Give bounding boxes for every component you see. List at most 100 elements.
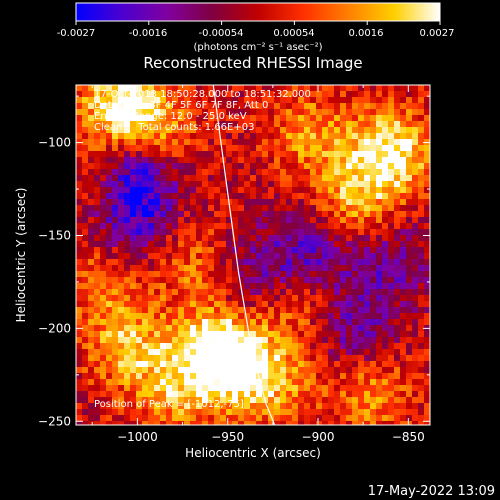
heatmap-cell xyxy=(292,181,299,188)
heatmap-cell xyxy=(142,169,149,176)
heatmap-cell xyxy=(316,103,323,110)
heatmap-cell xyxy=(124,85,131,92)
heatmap-cell xyxy=(352,187,359,194)
heatmap-cell xyxy=(130,91,137,98)
heatmap-cell xyxy=(172,145,179,152)
heatmap-cell xyxy=(214,403,221,410)
heatmap-cell xyxy=(388,289,395,296)
heatmap-cell xyxy=(130,169,137,176)
heatmap-cell xyxy=(220,115,227,122)
heatmap-cell xyxy=(268,385,275,392)
heatmap-cell xyxy=(352,241,359,248)
heatmap-cell xyxy=(82,151,89,158)
heatmap-cell xyxy=(424,85,430,92)
heatmap-cell xyxy=(382,325,389,332)
heatmap-cell xyxy=(382,409,389,416)
heatmap-cell xyxy=(118,403,125,410)
heatmap-cell xyxy=(358,91,365,98)
heatmap-cell xyxy=(118,289,125,296)
heatmap-cell xyxy=(184,367,191,374)
heatmap-cell xyxy=(214,355,221,362)
heatmap-cell xyxy=(214,301,221,308)
heatmap-cell xyxy=(172,403,179,410)
heatmap-cell xyxy=(286,157,293,164)
heatmap-cell xyxy=(370,229,377,236)
heatmap-cell xyxy=(160,97,167,104)
heatmap-cell xyxy=(358,163,365,170)
heatmap-cell xyxy=(136,121,143,128)
heatmap-cell xyxy=(370,211,377,218)
y-tick-label: −100 xyxy=(38,136,71,150)
heatmap-cell xyxy=(316,157,323,164)
heatmap-cell xyxy=(88,97,95,104)
heatmap-cell xyxy=(418,181,425,188)
heatmap-cell xyxy=(424,295,430,302)
heatmap-cell xyxy=(310,157,317,164)
heatmap-cell xyxy=(136,187,143,194)
heatmap-cell xyxy=(376,397,383,404)
heatmap-cell xyxy=(196,283,203,290)
heatmap-cell xyxy=(388,343,395,350)
heatmap-cell xyxy=(406,217,413,224)
heatmap-cell xyxy=(142,247,149,254)
heatmap-cell xyxy=(292,379,299,386)
heatmap-cell xyxy=(172,385,179,392)
heatmap-cell xyxy=(328,415,335,422)
heatmap-cell xyxy=(160,307,167,314)
heatmap-cell xyxy=(214,133,221,140)
heatmap-cell xyxy=(400,277,407,284)
heatmap-cell xyxy=(196,175,203,182)
heatmap-cell xyxy=(88,163,95,170)
heatmap-cell xyxy=(352,331,359,338)
heatmap-cell xyxy=(256,415,263,422)
heatmap-cell xyxy=(250,205,257,212)
heatmap-cell xyxy=(220,211,227,218)
heatmap-cell xyxy=(82,241,89,248)
heatmap-cell xyxy=(160,319,167,326)
heatmap-cell xyxy=(94,241,101,248)
heatmap-cell xyxy=(286,415,293,422)
heatmap-cell xyxy=(412,175,419,182)
heatmap-cell xyxy=(190,223,197,230)
heatmap-cell xyxy=(388,349,395,356)
heatmap-cell xyxy=(136,181,143,188)
heatmap-cell xyxy=(88,211,95,218)
heatmap-cell xyxy=(94,349,101,356)
heatmap-cell xyxy=(208,139,215,146)
heatmap-cell xyxy=(262,85,269,92)
heatmap-cell xyxy=(184,319,191,326)
heatmap-cell xyxy=(208,343,215,350)
heatmap-cell xyxy=(418,241,425,248)
heatmap-cell xyxy=(268,139,275,146)
heatmap-cell xyxy=(160,229,167,236)
heatmap-cell xyxy=(76,163,83,170)
heatmap-cell xyxy=(76,337,83,344)
heatmap-cell xyxy=(310,289,317,296)
heatmap-cell xyxy=(136,85,143,92)
heatmap-cell xyxy=(406,361,413,368)
heatmap-cell xyxy=(208,313,215,320)
heatmap-cell xyxy=(334,241,341,248)
heatmap-cell xyxy=(292,355,299,362)
heatmap-cell xyxy=(412,283,419,290)
heatmap-cell xyxy=(262,163,269,170)
heatmap-cell xyxy=(214,253,221,260)
heatmap-cell xyxy=(136,241,143,248)
heatmap-cell xyxy=(220,103,227,110)
heatmap-cell xyxy=(196,127,203,134)
heatmap-cell xyxy=(370,409,377,416)
heatmap-cell xyxy=(322,313,329,320)
heatmap-cell xyxy=(346,307,353,314)
heatmap-cell xyxy=(88,259,95,266)
heatmap-cell xyxy=(238,295,245,302)
heatmap-cell xyxy=(370,373,377,380)
heatmap-cell xyxy=(142,175,149,182)
heatmap-cell xyxy=(322,217,329,224)
heatmap-cell xyxy=(250,91,257,98)
heatmap-cell xyxy=(316,91,323,98)
heatmap-cell xyxy=(232,181,239,188)
heatmap-cell xyxy=(412,259,419,266)
heatmap-cell xyxy=(250,307,257,314)
heatmap-cell xyxy=(268,313,275,320)
heatmap-cell xyxy=(376,319,383,326)
